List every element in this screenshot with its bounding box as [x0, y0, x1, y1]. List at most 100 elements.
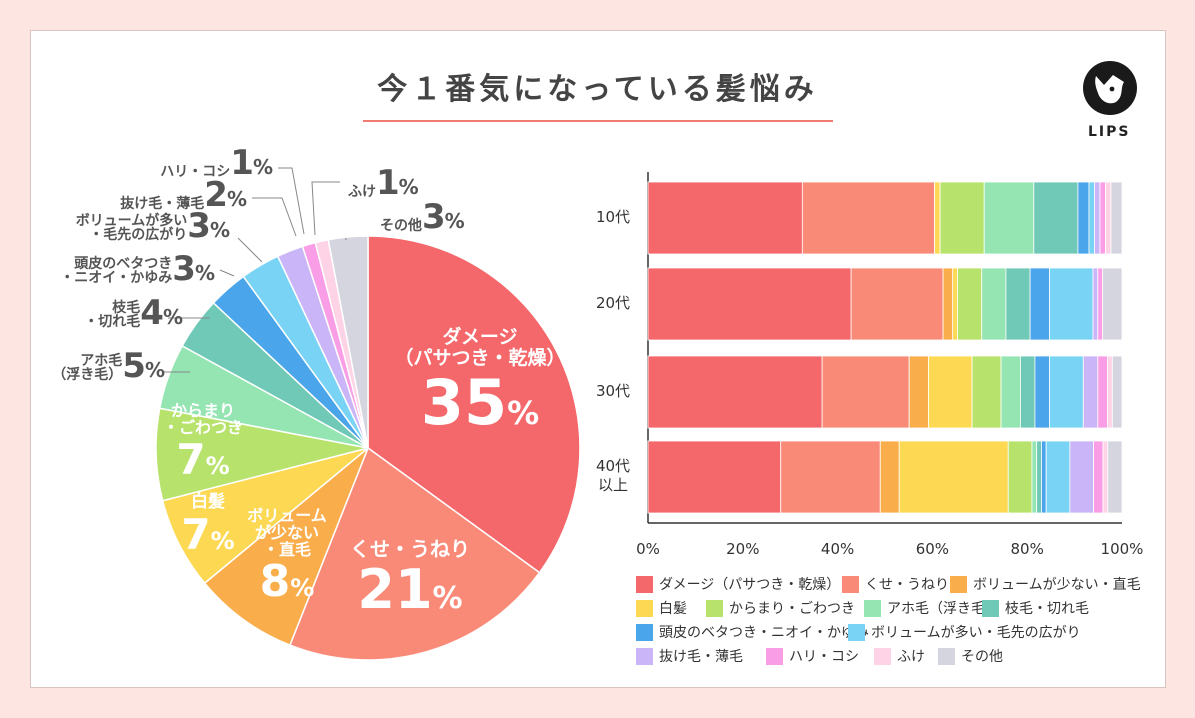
bar-segment: [1111, 355, 1123, 429]
bar-segment: [952, 267, 958, 341]
bar-segment: [1102, 440, 1109, 514]
callout-nukege: 抜け毛・薄毛2%: [120, 178, 247, 212]
pct-text: %: [205, 451, 230, 480]
bar-segment: [879, 440, 900, 514]
bar-segment: [957, 267, 983, 341]
x-tick-label: 20%: [726, 540, 760, 558]
legend-item: ダメージ（パサつき・乾燥）: [636, 574, 840, 594]
value-text: 8: [259, 556, 291, 608]
legend-item: その他: [938, 646, 1003, 666]
bar-segment: [1005, 267, 1031, 341]
bar-segment: [1099, 181, 1106, 255]
label-text: からまり ・ごわつき: [162, 401, 243, 437]
pie-slice: [367, 235, 581, 574]
bar-segment: [981, 267, 1007, 341]
value-text: 3: [422, 197, 446, 237]
legend-item: くせ・うねり: [842, 574, 949, 594]
value-text: 7: [181, 509, 211, 559]
legend-swatch: [766, 647, 783, 665]
bar-segment: [1102, 267, 1123, 341]
legend-label: からまり・ごわつき: [729, 601, 855, 617]
legend-swatch: [636, 623, 653, 641]
label-text: ダメージ （パサつき・乾燥）: [394, 326, 566, 369]
leader-line: [252, 197, 297, 237]
callout-edage: 枝毛 ・切れ毛4%: [84, 296, 183, 330]
bar-segment: [1000, 355, 1021, 429]
bar-segment: [821, 355, 910, 429]
logo-text: LIPS: [1088, 124, 1131, 140]
value-text: 2: [204, 175, 228, 215]
callout-toohi: 頭皮のベタつき ・ニオイ・かゆみ3%: [60, 252, 215, 286]
label-text: 枝毛 ・切れ毛: [84, 299, 141, 331]
value-text: 5: [122, 346, 146, 386]
legend-item: ハリ・コシ: [766, 646, 859, 666]
legend-swatch: [706, 599, 723, 617]
bar-segment: [801, 181, 936, 255]
pie-label-shiraga: 白髪 7%: [168, 493, 248, 558]
bar-segment: [971, 355, 1002, 429]
leader-line: [311, 181, 340, 236]
legend-swatch: [950, 575, 967, 593]
legend-label: 抜け毛・薄毛: [659, 649, 743, 665]
bar-segment: [1007, 440, 1033, 514]
bar-segment: [1036, 440, 1042, 514]
legend-swatch: [938, 647, 955, 665]
chart-title: 今１番気になっている髪悩み: [377, 72, 818, 107]
bar-segment: [934, 181, 941, 255]
bar-segment: [908, 355, 929, 429]
bar-segment: [1033, 181, 1079, 255]
label-text: アホ毛 （浮き毛）: [52, 352, 123, 384]
bar-segment: [1041, 440, 1047, 514]
callout-volume-high: ボリュームが多い ・毛先の広がり3%: [76, 209, 230, 243]
bar-segment: [1082, 355, 1099, 429]
bar-segment: [1092, 267, 1099, 341]
legend-item: 抜け毛・薄毛: [636, 646, 743, 666]
row-label: 30代: [595, 382, 631, 400]
leader-line: [219, 269, 235, 277]
pie-label-damage: ダメージ （パサつき・乾燥） 35%: [385, 327, 575, 437]
pct-text: %: [209, 218, 230, 242]
label-text: ボリュームが多い ・毛先の広がり: [75, 212, 188, 244]
bar-segment: [983, 181, 1035, 255]
row-label: 40代 以上: [595, 457, 631, 494]
callout-fuke: ふけ1%: [348, 166, 419, 200]
pct-text: %: [507, 393, 540, 432]
legend-item: ふけ: [874, 646, 925, 666]
value-text: 1: [230, 143, 254, 183]
bar-segment: [850, 267, 944, 341]
legend-label: ボリュームが多い・毛先の広がり: [871, 625, 1081, 641]
pie-label-karamari: からまり ・ごわつき 7%: [148, 401, 258, 483]
pct-text: %: [432, 581, 463, 616]
label-text: ボリューム が少ない ・直毛: [247, 506, 327, 559]
legend-swatch: [848, 623, 865, 641]
value-text: 3: [172, 249, 196, 289]
bar-segment: [647, 267, 852, 341]
x-tick-label: 60%: [915, 540, 950, 558]
legend-item: からまり・ごわつき: [706, 598, 855, 618]
legend-label: ボリュームが少ない・直毛: [973, 577, 1141, 593]
bar-segment: [1077, 181, 1090, 255]
legend-item: ボリュームが多い・毛先の広がり: [848, 622, 1081, 642]
label-text: ハリ・コシ: [160, 164, 231, 181]
pct-text: %: [444, 209, 465, 233]
legend-item: 頭皮のベタつき・ニオイ・かゆみ: [636, 622, 869, 642]
pie-slice: [288, 446, 541, 661]
callout-sonota: その他3%: [380, 200, 465, 234]
leader-line: [237, 237, 263, 263]
leader-line: [278, 167, 305, 235]
value-text: 4: [140, 293, 164, 333]
bar-segment: [1097, 355, 1108, 429]
legend-swatch: [636, 599, 653, 617]
bar-segment: [1020, 355, 1036, 429]
bar-segment: [1097, 267, 1104, 341]
legend-swatch: [874, 647, 891, 665]
bar-segment: [1093, 440, 1104, 514]
legend-label: くせ・うねり: [865, 577, 949, 593]
bar-segment: [942, 267, 954, 341]
pct-text: %: [194, 261, 215, 285]
legend-label: アホ毛（浮き毛）: [887, 601, 999, 617]
x-tick-label: 100%: [1100, 540, 1144, 558]
legend-label: ふけ: [897, 649, 925, 665]
pct-text: %: [162, 305, 183, 329]
